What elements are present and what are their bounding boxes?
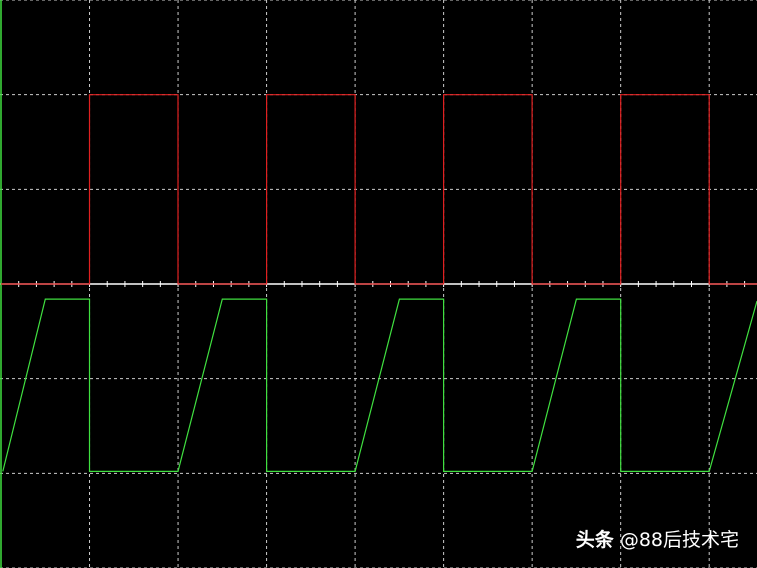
series-1-trace xyxy=(1,94,757,285)
watermark-handle: @88后技术宅 xyxy=(619,529,739,551)
watermark: 头条 @88后技术宅 xyxy=(576,525,739,552)
watermark-brand: 头条 xyxy=(575,529,614,551)
series-2-trace xyxy=(2,298,757,472)
